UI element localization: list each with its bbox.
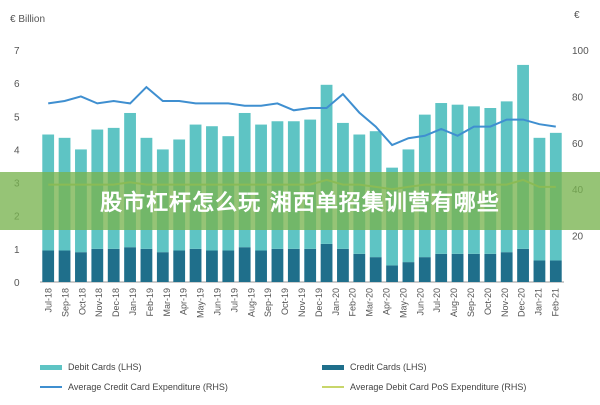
y-right-tick-label: 60 — [572, 139, 584, 150]
x-tick-label: Apr-19 — [179, 288, 189, 315]
x-tick-label: Feb-21 — [551, 288, 561, 317]
legend-swatch-avg-credit-expenditure — [40, 386, 62, 388]
bar-credit-cards — [468, 253, 480, 282]
overlay-banner: 股市杠杆怎么玩 湘西单招集训营有哪些 — [0, 172, 600, 230]
x-tick-label: Sep-19 — [263, 288, 273, 317]
x-tick-label: Nov-18 — [94, 288, 104, 317]
legend-swatch-avg-debit-pos-expenditure — [322, 386, 344, 388]
y-right-tick-label: 100 — [572, 46, 589, 57]
legend-item-avg-debit-pos-expenditure: Average Debit Card PoS Expenditure (RHS) — [322, 382, 526, 392]
bar-debit-cards — [320, 84, 333, 244]
bar-credit-cards — [156, 252, 169, 282]
y-left-tick-label: 4 — [14, 145, 20, 156]
x-tick-label: Nov-19 — [297, 288, 307, 317]
bar-credit-cards — [386, 265, 398, 282]
bar-credit-cards — [173, 250, 186, 282]
y-right-tick-label: 20 — [572, 232, 584, 243]
bar-credit-cards — [337, 248, 349, 282]
x-tick-label: Jul-18 — [44, 288, 54, 313]
x-tick-label: Aug-19 — [246, 288, 256, 317]
bar-credit-cards — [91, 248, 104, 282]
line-avg-credit-expenditure — [48, 85, 556, 147]
bar-credit-cards — [304, 248, 317, 282]
bar-credit-cards — [402, 262, 415, 282]
bar-credit-cards — [238, 247, 251, 282]
legend-label-credit-cards: Credit Cards (LHS) — [350, 362, 427, 372]
y-left-tick-label: 0 — [14, 278, 20, 289]
bar-credit-cards — [255, 250, 267, 282]
x-tick-label: Dec-18 — [111, 288, 121, 317]
bar-credit-cards — [451, 253, 464, 282]
x-tick-label: Jun-20 — [415, 288, 425, 316]
bar-credit-cards — [140, 248, 153, 282]
bar-credit-cards — [435, 253, 448, 282]
x-tick-label: May-20 — [398, 288, 408, 318]
y-left-tick-label: 6 — [14, 79, 20, 90]
x-tick-label: Dec-19 — [314, 288, 324, 317]
bar-credit-cards — [222, 250, 235, 282]
y-right-tick-label: 80 — [572, 92, 584, 103]
x-tick-label: Jun-19 — [213, 288, 223, 316]
bar-credit-cards — [58, 250, 71, 282]
x-tick-label: Mar-20 — [365, 288, 375, 317]
x-tick-label: Aug-20 — [449, 288, 459, 317]
bar-credit-cards — [271, 248, 284, 282]
x-tick-label: Sep-20 — [466, 288, 476, 317]
y-left-tick-label: 5 — [14, 112, 20, 123]
legend-label-debit-cards: Debit Cards (LHS) — [68, 362, 142, 372]
bar-credit-cards — [189, 248, 202, 282]
x-tick-label: Jul-19 — [229, 288, 239, 313]
x-tick-label: Jul-20 — [432, 288, 442, 313]
x-tick-label: Jan-19 — [128, 288, 138, 316]
x-tick-label: Mar-19 — [162, 288, 172, 317]
bar-credit-cards — [206, 250, 218, 282]
legend-label-avg-credit-expenditure: Average Credit Card Expenditure (RHS) — [68, 382, 228, 392]
bar-credit-cards — [549, 260, 562, 282]
tick-labels: 0123456720406080100Jul-18Sep-18Oct-18Nov… — [14, 46, 589, 318]
bar-debit-cards — [517, 64, 529, 249]
bar-credit-cards — [320, 243, 333, 282]
legend-swatch-credit-cards — [322, 364, 344, 370]
bar-credit-cards — [517, 248, 529, 282]
y-left-tick-label: 7 — [14, 46, 20, 57]
y-left-tick-label: 1 — [14, 245, 20, 256]
x-tick-label: Feb-19 — [145, 288, 155, 317]
legend-item-credit-cards: Credit Cards (LHS) — [322, 362, 427, 372]
bar-credit-cards — [42, 250, 55, 282]
bar-credit-cards — [75, 252, 87, 282]
x-tick-label: Oct-18 — [77, 288, 87, 315]
x-tick-label: Apr-20 — [382, 288, 392, 315]
bar-credit-cards — [533, 260, 546, 282]
legend-swatch-debit-cards — [40, 364, 62, 370]
legend-item-avg-credit-expenditure: Average Credit Card Expenditure (RHS) — [40, 382, 228, 392]
bar-credit-cards — [124, 247, 136, 282]
x-tick-label: Jan-21 — [534, 288, 544, 316]
bar-credit-cards — [484, 253, 497, 282]
banner-text: 股市杠杆怎么玩 湘西单招集训营有哪些 — [100, 191, 500, 216]
x-tick-label: Nov-20 — [500, 288, 510, 317]
legend: Debit Cards (LHS) Credit Cards (LHS) Ave… — [40, 362, 580, 398]
x-tick-label: Feb-20 — [348, 288, 358, 317]
x-tick-label: Dec-20 — [517, 288, 527, 317]
bar-credit-cards — [287, 248, 300, 282]
bar-credit-cards — [353, 253, 366, 282]
bar-credit-cards — [369, 257, 382, 282]
bar-credit-cards — [107, 248, 120, 282]
x-tick-label: Oct-19 — [280, 288, 290, 315]
bar-credit-cards — [418, 257, 431, 282]
bar-credit-cards — [500, 252, 513, 282]
legend-label-avg-debit-pos-expenditure: Average Debit Card PoS Expenditure (RHS) — [350, 382, 527, 392]
x-tick-label: Oct-20 — [483, 288, 493, 315]
legend-item-debit-cards: Debit Cards (LHS) — [40, 362, 142, 372]
x-tick-label: May-19 — [196, 288, 206, 318]
x-tick-label: Jan-20 — [331, 288, 341, 316]
x-tick-label: Sep-18 — [60, 288, 70, 317]
right-axis-unit: € — [574, 10, 580, 21]
left-axis-unit: € Billion — [10, 14, 46, 25]
